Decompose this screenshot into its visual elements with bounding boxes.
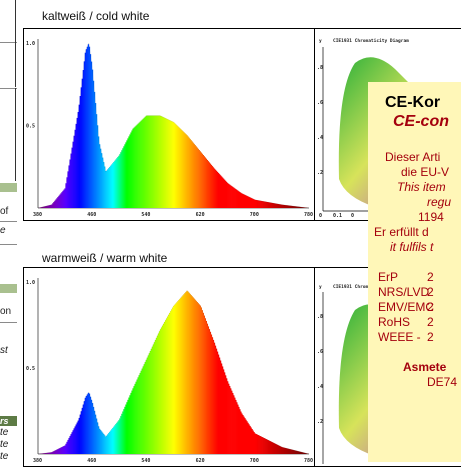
spectrum-svg: 1.0 0.5 380 460 540 620 700 780: [24, 29, 315, 220]
ce-company: Asmete: [403, 360, 446, 374]
sidebar-highlight: [0, 284, 17, 293]
svg-text:.4: .4: [317, 384, 323, 390]
svg-text:.4: .4: [317, 135, 323, 141]
sidebar-highlight: [0, 183, 17, 192]
ce-conformity-overlay: CE-Kor CE-con Dieser Arti die EU-V This …: [368, 82, 461, 462]
sidebar-item[interactable]: e: [0, 225, 17, 237]
ce-norm-name: ErP: [378, 270, 398, 284]
x-tick-label: 780: [304, 212, 313, 218]
cie-y-label: y: [319, 39, 322, 44]
sidebar-italic-item[interactable]: te: [0, 439, 17, 451]
x-tick-label: 460: [87, 458, 96, 464]
svg-text:.8: .8: [317, 314, 323, 320]
sidebar-border: [15, 88, 16, 181]
x-tick-label: 700: [250, 458, 259, 464]
sidebar-item[interactable]: on: [0, 306, 17, 318]
svg-text:.6: .6: [317, 100, 323, 106]
sidebar-border: [15, 0, 16, 42]
ce-text-line: die EU-V: [401, 165, 449, 179]
y-tick-label: 0.5: [26, 124, 35, 130]
ce-code: DE74: [427, 375, 457, 389]
ce-norm-value: 2: [427, 270, 434, 284]
ce-regulation-number: 1194: [418, 210, 444, 224]
ce-fulfills-en: it fulfils t: [390, 240, 433, 254]
x-tick-label: 540: [141, 212, 150, 218]
x-tick-label: 700: [250, 212, 259, 218]
svg-text:0.1: 0.1: [333, 213, 342, 219]
x-tick-label: 620: [196, 212, 205, 218]
ce-fulfills-de: Er erfüllt d: [374, 225, 429, 239]
sidebar-border: [15, 42, 16, 87]
sidebar-divider: [0, 221, 17, 222]
x-tick-label: 780: [304, 458, 313, 464]
ce-norm-name: EMV/EMC: [378, 300, 434, 314]
sidebar: of e on st rs te te te: [0, 0, 17, 462]
y-tick-label: 1.0: [26, 280, 35, 286]
svg-text:0: 0: [351, 213, 354, 219]
ce-text-line: Dieser Arti: [385, 150, 440, 164]
section-title-cold-white: kaltweiß / cold white: [42, 9, 149, 23]
ce-subtitle: CE-con: [393, 113, 449, 131]
x-tick-label: 380: [33, 458, 42, 464]
ce-text-line-italic: This item: [397, 180, 446, 194]
ce-norm-name: NRS/LVD: [378, 285, 429, 299]
sidebar-italic-item[interactable]: te: [0, 427, 17, 439]
ce-norm-value: 2: [427, 285, 434, 299]
ce-title: CE-Kor: [385, 94, 440, 112]
x-tick-label: 540: [141, 458, 150, 464]
svg-text:.2: .2: [317, 419, 323, 425]
sidebar-header: rs: [0, 416, 17, 426]
ce-text-line-italic: regu: [427, 195, 451, 209]
ce-norm-value: 2: [427, 315, 434, 329]
sidebar-divider: [0, 244, 17, 245]
ce-norm-value: 2: [427, 300, 434, 314]
x-tick-label: 460: [87, 212, 96, 218]
y-tick-label: 1.0: [26, 41, 35, 47]
svg-text:.8: .8: [317, 65, 323, 71]
sidebar-italic-item[interactable]: te: [0, 451, 17, 462]
x-tick-label: 620: [196, 458, 205, 464]
ce-norm-name: RoHS: [378, 315, 410, 329]
x-tick-label: 380: [33, 212, 42, 218]
svg-text:.2: .2: [317, 170, 323, 176]
y-tick-label: 0.5: [26, 366, 35, 372]
spectrum-svg: 1.0 0.5 380 460 540 620 700 780: [24, 268, 315, 466]
spectrum-chart-warm: 1.0 0.5 380 460 540 620 700 780: [23, 267, 316, 467]
svg-text:.6: .6: [317, 349, 323, 355]
sidebar-item[interactable]: st: [0, 345, 17, 357]
sidebar-item[interactable]: of: [0, 206, 17, 218]
spectrum-chart-cold: 1.0 0.5 380 460 540 620 700 780: [23, 28, 316, 221]
sidebar-divider: [0, 322, 17, 323]
ce-norm-name: WEEE -: [378, 330, 421, 344]
section-title-warm-white: warmweiß / warm white: [42, 251, 167, 265]
cie-y-label: y: [319, 285, 322, 290]
ce-norm-value: 2: [427, 330, 434, 344]
svg-text:0: 0: [319, 213, 322, 219]
cie-title: CIE1931 Chromaticity Diagram: [333, 38, 409, 44]
